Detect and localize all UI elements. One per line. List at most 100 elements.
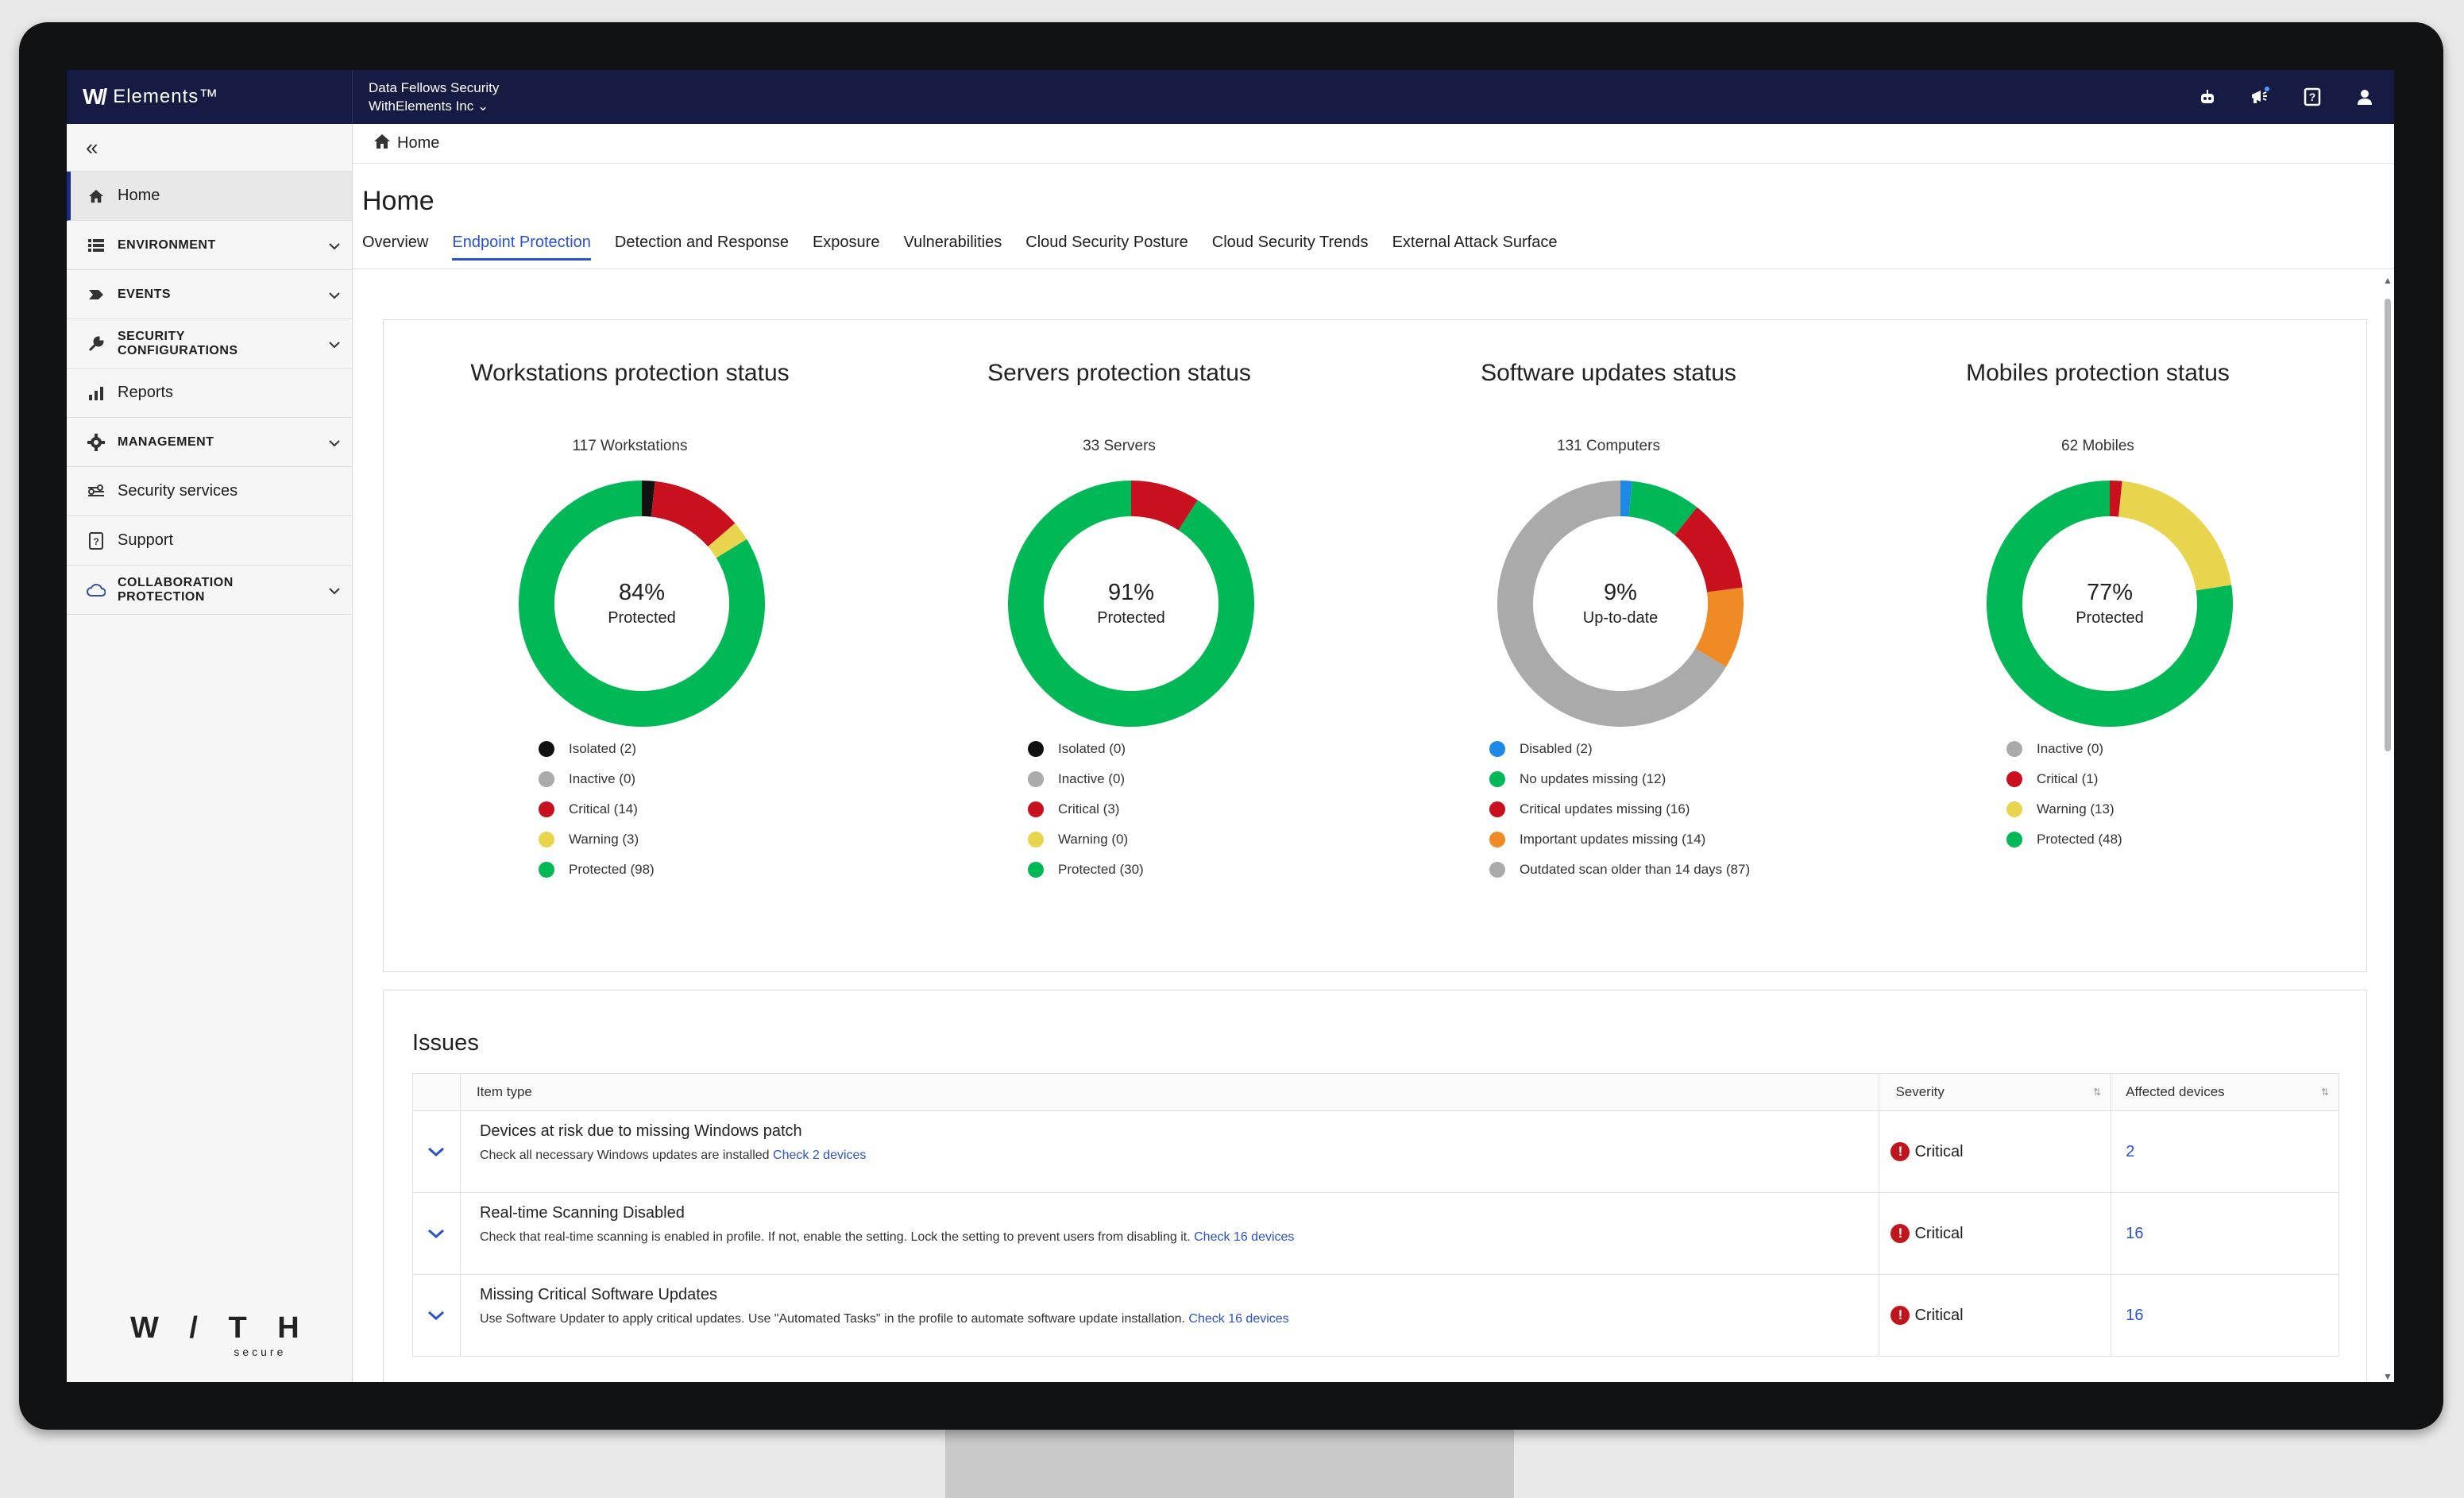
legend-item[interactable]: Warning (3)	[539, 832, 655, 862]
brand[interactable]: W/ Elements™	[67, 70, 353, 124]
top-icons: ?	[2197, 87, 2394, 107]
expand-row-button[interactable]	[413, 1275, 461, 1356]
affected-devices-link[interactable]: 16	[2126, 1306, 2144, 1324]
scroll-up-icon[interactable]: ▲	[2383, 275, 2393, 286]
expand-row-button[interactable]	[413, 1111, 461, 1192]
chevron-down-icon[interactable]	[328, 337, 341, 351]
legend-label: No updates missing (12)	[1520, 771, 1666, 786]
column-header-item-type: Item type	[461, 1074, 1880, 1110]
tab-cloud-security-trends[interactable]: Cloud Security Trends	[1211, 234, 1369, 251]
breadcrumb-home[interactable]: Home	[397, 134, 440, 152]
sort-icon[interactable]: ⇅	[2093, 1087, 2102, 1098]
chevron-down-icon[interactable]	[328, 435, 341, 450]
sidebar-item-home[interactable]: Home	[67, 172, 352, 221]
check-devices-link[interactable]: Check 2 devices	[773, 1149, 867, 1162]
assistant-icon[interactable]	[2197, 87, 2218, 107]
chevron-down-icon[interactable]	[328, 288, 341, 302]
sidebar-item-management[interactable]: MANAGEMENT	[67, 418, 352, 467]
sort-icon[interactable]: ⇅	[2320, 1087, 2329, 1098]
sidebar-item-reports[interactable]: Reports	[67, 369, 352, 418]
legend-item[interactable]: Inactive (0)	[539, 771, 655, 801]
legend-item[interactable]: Isolated (2)	[539, 741, 655, 771]
donut-slice-outdated-scan-older-than-14-days-87[interactable]	[1497, 481, 1726, 727]
chart-subtitle: 131 Computers	[1557, 438, 1660, 454]
legend-item[interactable]: Warning (13)	[2006, 801, 2122, 832]
scrollbar[interactable]: ▲ ▼	[2381, 275, 2394, 1382]
check-devices-link[interactable]: Check 16 devices	[1194, 1230, 1295, 1244]
legend-item[interactable]: Critical (14)	[539, 801, 655, 832]
legend-item[interactable]: Inactive (0)	[2006, 741, 2122, 771]
affected-devices-link[interactable]: 16	[2126, 1224, 2144, 1242]
chart-title: Mobiles protection status	[1966, 360, 2230, 386]
column-header-severity[interactable]: Severity ⇅	[1879, 1074, 2112, 1110]
affected-devices-link[interactable]: 2	[2126, 1142, 2135, 1160]
legend-item[interactable]: No updates missing (12)	[1489, 771, 1750, 801]
donut-slice-important-updates-missing-14[interactable]	[1695, 587, 1744, 667]
legend-item[interactable]: Critical (3)	[1028, 801, 1144, 832]
tab-vulnerabilities[interactable]: Vulnerabilities	[903, 234, 1002, 251]
tab-detection-and-response[interactable]: Detection and Response	[614, 234, 789, 251]
expand-row-button[interactable]	[413, 1193, 461, 1274]
tenant-selector[interactable]: WithElements Inc ⌄	[369, 97, 499, 115]
org-switcher[interactable]: Data Fellows Security WithElements Inc ⌄	[353, 79, 499, 115]
legend-item[interactable]: Inactive (0)	[1028, 771, 1144, 801]
legend-item[interactable]: Critical (1)	[2006, 771, 2122, 801]
tab-external-attack-surface[interactable]: External Attack Surface	[1392, 234, 1558, 251]
sidebar: « Home ENVIRONMENT EVENTS SECURITY CONFIGUR…	[67, 124, 353, 1382]
column-header-affected-devices[interactable]: Affected devices ⇅	[2111, 1074, 2338, 1110]
tab-cloud-security-posture[interactable]: Cloud Security Posture	[1025, 234, 1188, 251]
donut-slice-critical-3[interactable]	[1131, 481, 1198, 531]
donut-slice-isolated-2[interactable]	[642, 481, 655, 517]
sidebar-item-collaboration-protection[interactable]: COLLABORATION PROTECTION	[67, 566, 352, 615]
legend-dot	[1028, 741, 1044, 757]
donut-slice-warning-13[interactable]	[2118, 481, 2232, 591]
legend-item[interactable]: Critical updates missing (16)	[1489, 801, 1750, 832]
legend-label: Warning (13)	[2037, 801, 2114, 817]
issues-table-header: Item type Severity ⇅ Affected devices ⇅	[412, 1073, 2339, 1111]
donut-slice-critical-14[interactable]	[651, 481, 736, 547]
chevron-down-icon[interactable]	[328, 583, 341, 597]
donut-slice-critical-1[interactable]	[2110, 481, 2122, 517]
legend-item[interactable]: Protected (48)	[2006, 832, 2122, 862]
legend-item[interactable]: Isolated (0)	[1028, 741, 1144, 771]
scroll-thumb[interactable]	[2385, 299, 2391, 751]
table-row[interactable]: Devices at risk due to missing Windows p…	[412, 1111, 2339, 1193]
check-devices-link[interactable]: Check 16 devices	[1188, 1312, 1289, 1326]
sidebar-item-events[interactable]: EVENTS	[67, 270, 352, 319]
user-icon[interactable]	[2354, 87, 2375, 107]
tab-exposure[interactable]: Exposure	[812, 234, 880, 251]
legend-dot	[1489, 771, 1505, 787]
legend-dot	[1028, 771, 1044, 787]
legend-dot	[539, 771, 554, 787]
sidebar-item-environment[interactable]: ENVIRONMENT	[67, 221, 352, 270]
scroll-down-icon[interactable]: ▼	[2383, 1371, 2393, 1382]
sidebar-item-support[interactable]: ? Support	[67, 516, 352, 566]
legend-item[interactable]: Protected (98)	[539, 862, 655, 892]
legend-item[interactable]: Disabled (2)	[1489, 741, 1750, 771]
sidebar-item-security-configurations[interactable]: SECURITY CONFIGURATIONS	[67, 319, 352, 369]
table-row[interactable]: Real-time Scanning Disabled Check that re…	[412, 1193, 2339, 1275]
tab-overview[interactable]: Overview	[362, 234, 429, 251]
legend-item[interactable]: Important updates missing (14)	[1489, 832, 1750, 862]
help-icon[interactable]: ?	[2302, 87, 2323, 107]
legend-label: Protected (30)	[1058, 862, 1144, 877]
chevron-down-icon[interactable]	[328, 238, 341, 253]
table-row[interactable]: Missing Critical Software Updates Use Sof…	[412, 1275, 2339, 1357]
collapse-sidebar-button[interactable]: «	[67, 124, 352, 172]
donut-slice-no-updates-missing-12[interactable]	[1628, 481, 1697, 535]
donut-slice-critical-updates-missing-16[interactable]	[1674, 507, 1743, 593]
issues-title: Issues	[412, 1030, 479, 1056]
legend-item[interactable]: Outdated scan older than 14 days (87)	[1489, 862, 1750, 892]
tab-endpoint-protection[interactable]: Endpoint Protection	[452, 234, 591, 261]
severity-cell: ! Critical	[1879, 1275, 2112, 1356]
donut-center-label: Up-to-date	[1582, 609, 1659, 627]
announcements-icon[interactable]	[2250, 87, 2270, 107]
legend-item[interactable]: Warning (0)	[1028, 832, 1144, 862]
severity-label: Critical	[1914, 1142, 1964, 1160]
sidebar-item-security-services[interactable]: Security services	[67, 467, 352, 516]
chart-legend: Disabled (2) No updates missing (12) Criti…	[1489, 741, 1750, 892]
legend-item[interactable]: Protected (30)	[1028, 862, 1144, 892]
donut-slice-disabled-2[interactable]	[1620, 481, 1632, 517]
donut-slice-warning-3[interactable]	[708, 523, 747, 558]
sidebar-item-label: Home	[118, 187, 160, 204]
